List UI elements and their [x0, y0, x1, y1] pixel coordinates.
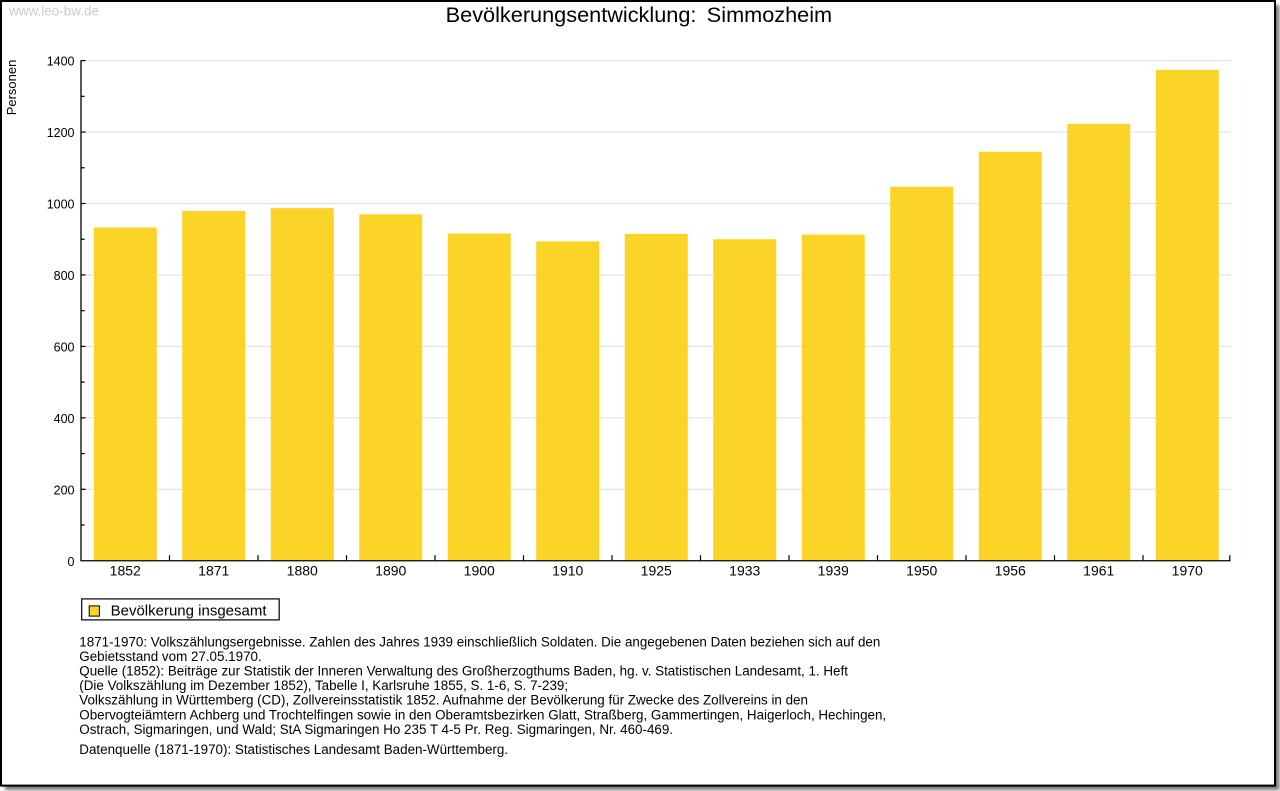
svg-text:1400: 1400	[47, 55, 75, 69]
svg-text:1956: 1956	[995, 563, 1026, 579]
svg-text:Volkszählung in Württemberg (C: Volkszählung in Württemberg (CD), Zollve…	[79, 693, 808, 708]
svg-text:Ostrach, Sigmaringen, und Wald: Ostrach, Sigmaringen, und Wald; StA Sigm…	[79, 722, 673, 737]
svg-text:1900: 1900	[464, 563, 495, 579]
svg-text:1880: 1880	[287, 563, 318, 579]
svg-text:0: 0	[68, 555, 75, 569]
svg-text:1950: 1950	[906, 563, 937, 579]
svg-text:1910: 1910	[552, 563, 583, 579]
svg-text:Gebietsstand vom 27.05.1970.: Gebietsstand vom 27.05.1970.	[79, 649, 261, 664]
svg-text:1852: 1852	[110, 563, 141, 579]
svg-text:1871-1970: Volkszählungsergebn: 1871-1970: Volkszählungsergebnisse. Zahl…	[79, 634, 880, 649]
svg-text:Obervogteiämtern Achberg und T: Obervogteiämtern Achberg und Trochtelfin…	[79, 707, 886, 722]
svg-text:400: 400	[54, 412, 75, 426]
svg-text:Datenquelle (1871-1970): Stati: Datenquelle (1871-1970): Statistisches L…	[79, 742, 508, 757]
svg-text:1961: 1961	[1083, 563, 1114, 579]
svg-text:(Die Volkszählung im Dezember: (Die Volkszählung im Dezember 1852), Tab…	[79, 678, 568, 693]
svg-text:1925: 1925	[641, 563, 672, 579]
svg-text:1871: 1871	[198, 563, 229, 579]
svg-text:1000: 1000	[47, 198, 75, 212]
svg-text:Bevölkerungsentwicklung: Simm: Bevölkerungsentwicklung: Simmozheim	[446, 2, 832, 27]
svg-text:www.leo-bw.de: www.leo-bw.de	[8, 4, 99, 19]
svg-text:600: 600	[54, 340, 75, 354]
svg-text:1970: 1970	[1172, 563, 1203, 579]
svg-text:800: 800	[54, 269, 75, 283]
svg-text:1933: 1933	[729, 563, 760, 579]
svg-text:1890: 1890	[375, 563, 406, 579]
svg-text:Quelle (1852): Beiträge zur St: Quelle (1852): Beiträge zur Statistik de…	[79, 664, 848, 679]
svg-text:200: 200	[54, 483, 75, 497]
svg-text:Bevölkerung insgesamt: Bevölkerung insgesamt	[111, 602, 268, 619]
svg-text:1939: 1939	[818, 563, 849, 579]
svg-text:1200: 1200	[47, 126, 75, 140]
svg-text:Personen: Personen	[4, 60, 19, 116]
